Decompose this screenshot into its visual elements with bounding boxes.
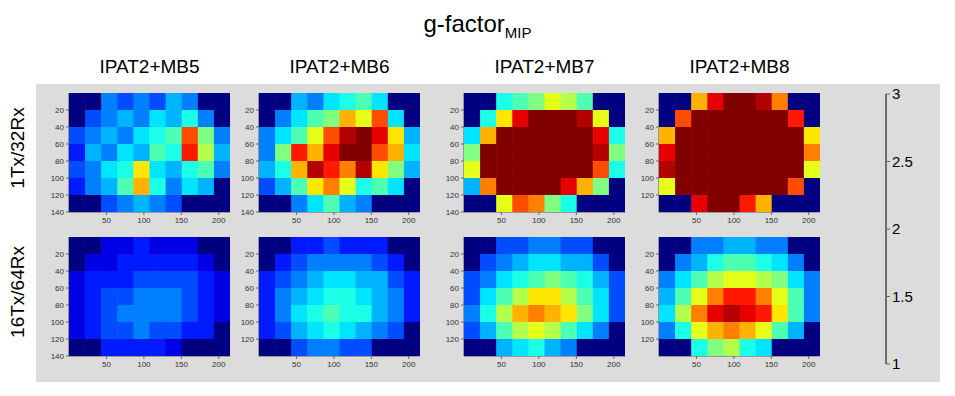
svg-text:20: 20 [245, 250, 254, 259]
svg-text:200: 200 [802, 216, 816, 225]
svg-text:80: 80 [645, 301, 654, 310]
svg-text:150: 150 [365, 216, 379, 225]
svg-text:120: 120 [641, 335, 655, 344]
svg-text:120: 120 [51, 335, 65, 344]
svg-text:50: 50 [102, 216, 111, 225]
svg-text:100: 100 [137, 360, 151, 369]
svg-text:40: 40 [450, 267, 459, 276]
svg-text:50: 50 [692, 360, 701, 369]
html-text:IPAT2+MB5: IPAT2+MB5 [99, 56, 200, 77]
svg-text:150: 150 [765, 216, 779, 225]
svg-text:200: 200 [402, 216, 416, 225]
svg-text:200: 200 [212, 360, 226, 369]
svg-text:40: 40 [450, 123, 459, 132]
svg-text:60: 60 [245, 284, 254, 293]
html-text:16Tx/64Rx: 16Tx/64Rx [7, 245, 28, 338]
svg-text:20: 20 [55, 106, 64, 115]
svg-text:80: 80 [245, 301, 254, 310]
svg-text:100: 100 [51, 318, 65, 327]
svg-text:150: 150 [765, 360, 779, 369]
svg-text:120: 120 [641, 191, 655, 200]
svg-text:140: 140 [241, 208, 255, 217]
svg-text:40: 40 [245, 267, 254, 276]
svg-text:60: 60 [645, 284, 654, 293]
svg-text:1: 1 [892, 355, 900, 372]
svg-text:120: 120 [51, 191, 65, 200]
svg-text:40: 40 [55, 267, 64, 276]
html-text:IPAT2+MB6: IPAT2+MB6 [289, 56, 390, 77]
svg-text:100: 100 [327, 360, 341, 369]
html-text:g-factorMIP: g-factorMIP [423, 10, 532, 41]
svg-text:80: 80 [55, 157, 64, 166]
svg-text:80: 80 [245, 157, 254, 166]
svg-text:100: 100 [532, 216, 546, 225]
svg-text:100: 100 [241, 174, 255, 183]
svg-text:150: 150 [570, 216, 584, 225]
svg-text:20: 20 [645, 106, 654, 115]
svg-text:100: 100 [727, 360, 741, 369]
svg-text:20: 20 [450, 250, 459, 259]
svg-text:40: 40 [55, 123, 64, 132]
svg-text:200: 200 [802, 360, 816, 369]
svg-text:3: 3 [892, 85, 900, 102]
svg-text:50: 50 [292, 216, 301, 225]
svg-text:50: 50 [102, 360, 111, 369]
svg-text:50: 50 [692, 216, 701, 225]
svg-text:2: 2 [892, 220, 900, 237]
svg-text:100: 100 [241, 318, 255, 327]
svg-text:60: 60 [450, 140, 459, 149]
svg-text:20: 20 [55, 250, 64, 259]
svg-text:80: 80 [450, 157, 459, 166]
svg-text:200: 200 [607, 360, 621, 369]
svg-text:20: 20 [245, 106, 254, 115]
svg-text:150: 150 [175, 360, 189, 369]
svg-text:140: 140 [51, 208, 65, 217]
svg-text:1.5: 1.5 [892, 288, 913, 305]
svg-text:100: 100 [641, 318, 655, 327]
svg-text:80: 80 [55, 301, 64, 310]
svg-text:100: 100 [641, 174, 655, 183]
svg-text:40: 40 [645, 123, 654, 132]
svg-text:100: 100 [446, 318, 460, 327]
svg-text:60: 60 [645, 140, 654, 149]
svg-text:140: 140 [446, 208, 460, 217]
html-text:IPAT2+MB8: IPAT2+MB8 [689, 56, 790, 77]
svg-text:120: 120 [446, 191, 460, 200]
svg-text:50: 50 [497, 360, 506, 369]
svg-text:100: 100 [327, 216, 341, 225]
svg-text:140: 140 [51, 352, 65, 361]
svg-text:100: 100 [727, 216, 741, 225]
svg-text:100: 100 [51, 174, 65, 183]
svg-text:60: 60 [55, 284, 64, 293]
svg-text:2.5: 2.5 [892, 153, 913, 170]
svg-text:60: 60 [55, 140, 64, 149]
svg-text:120: 120 [241, 191, 255, 200]
svg-text:50: 50 [292, 360, 301, 369]
svg-text:150: 150 [570, 360, 584, 369]
svg-text:40: 40 [645, 267, 654, 276]
svg-text:40: 40 [245, 123, 254, 132]
svg-text:50: 50 [497, 216, 506, 225]
svg-text:100: 100 [446, 174, 460, 183]
svg-text:20: 20 [450, 106, 459, 115]
svg-text:60: 60 [245, 140, 254, 149]
svg-text:120: 120 [446, 335, 460, 344]
svg-text:100: 100 [532, 360, 546, 369]
svg-text:120: 120 [241, 335, 255, 344]
svg-text:80: 80 [450, 301, 459, 310]
svg-text:80: 80 [645, 157, 654, 166]
svg-text:150: 150 [175, 216, 189, 225]
svg-text:150: 150 [365, 360, 379, 369]
html-text:IPAT2+MB7: IPAT2+MB7 [494, 56, 595, 77]
html-text:1Tx/32Rx: 1Tx/32Rx [7, 106, 28, 189]
svg-text:60: 60 [450, 284, 459, 293]
svg-text:20: 20 [645, 250, 654, 259]
svg-text:200: 200 [607, 216, 621, 225]
svg-text:100: 100 [137, 216, 151, 225]
svg-text:200: 200 [402, 360, 416, 369]
svg-text:200: 200 [212, 216, 226, 225]
